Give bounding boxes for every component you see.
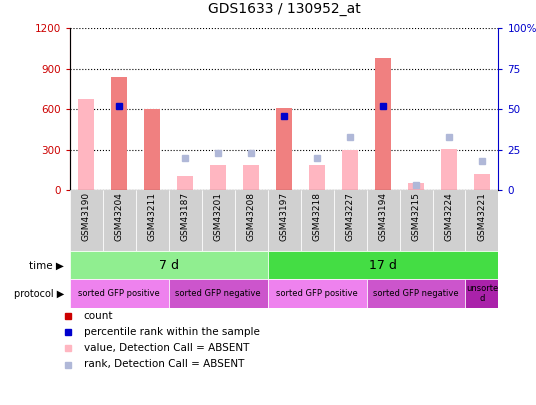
Bar xyxy=(210,165,226,190)
Text: GSM43194: GSM43194 xyxy=(378,192,388,241)
Bar xyxy=(474,174,490,190)
Bar xyxy=(70,190,103,251)
Bar xyxy=(235,190,267,251)
Bar xyxy=(301,190,333,251)
Text: GSM43215: GSM43215 xyxy=(412,192,421,241)
Bar xyxy=(367,190,399,251)
Text: time ▶: time ▶ xyxy=(29,260,64,270)
Bar xyxy=(375,58,391,190)
Text: GSM43201: GSM43201 xyxy=(214,192,222,241)
Text: sorted GFP negative: sorted GFP negative xyxy=(175,289,261,298)
Text: GSM43227: GSM43227 xyxy=(346,192,354,241)
Text: GDS1633 / 130952_at: GDS1633 / 130952_at xyxy=(208,2,360,16)
Bar xyxy=(202,190,235,251)
Text: protocol ▶: protocol ▶ xyxy=(14,289,64,298)
Bar xyxy=(267,190,301,251)
Text: GSM43197: GSM43197 xyxy=(280,192,288,241)
Bar xyxy=(144,109,160,190)
Bar xyxy=(309,165,325,190)
Text: count: count xyxy=(84,311,113,321)
Bar xyxy=(465,279,498,308)
Text: GSM43224: GSM43224 xyxy=(444,192,453,241)
Text: GSM43218: GSM43218 xyxy=(312,192,322,241)
Bar xyxy=(399,190,433,251)
Text: unsorte
d: unsorte d xyxy=(466,284,498,303)
Bar xyxy=(70,279,169,308)
Text: percentile rank within the sample: percentile rank within the sample xyxy=(84,327,259,337)
Bar xyxy=(342,150,358,190)
Text: GSM43208: GSM43208 xyxy=(247,192,256,241)
Bar xyxy=(333,190,367,251)
Text: GSM43204: GSM43204 xyxy=(115,192,124,241)
Text: GSM43211: GSM43211 xyxy=(147,192,157,241)
Bar xyxy=(78,98,94,190)
Text: GSM43221: GSM43221 xyxy=(478,192,487,241)
Text: sorted GFP positive: sorted GFP positive xyxy=(78,289,160,298)
Text: GSM43187: GSM43187 xyxy=(181,192,190,241)
Bar xyxy=(169,279,267,308)
Bar xyxy=(177,175,193,190)
Bar xyxy=(367,279,465,308)
Bar xyxy=(267,279,367,308)
Text: value, Detection Call = ABSENT: value, Detection Call = ABSENT xyxy=(84,343,249,353)
Bar xyxy=(465,190,498,251)
Bar xyxy=(243,165,259,190)
Text: sorted GFP positive: sorted GFP positive xyxy=(276,289,358,298)
Bar xyxy=(433,190,465,251)
Bar xyxy=(169,190,202,251)
Bar xyxy=(103,190,136,251)
Bar xyxy=(70,251,267,279)
Text: 7 d: 7 d xyxy=(159,259,178,272)
Text: GSM43190: GSM43190 xyxy=(81,192,91,241)
Bar xyxy=(408,183,425,190)
Bar xyxy=(111,77,128,190)
Bar xyxy=(267,251,498,279)
Bar xyxy=(276,108,292,190)
Bar xyxy=(136,190,169,251)
Text: sorted GFP negative: sorted GFP negative xyxy=(373,289,459,298)
Text: 17 d: 17 d xyxy=(369,259,397,272)
Text: rank, Detection Call = ABSENT: rank, Detection Call = ABSENT xyxy=(84,360,244,369)
Bar xyxy=(441,149,457,190)
